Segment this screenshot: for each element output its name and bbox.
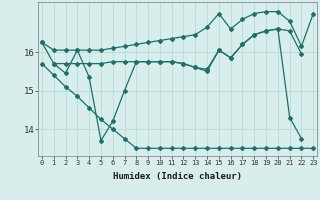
X-axis label: Humidex (Indice chaleur): Humidex (Indice chaleur) — [113, 172, 242, 181]
